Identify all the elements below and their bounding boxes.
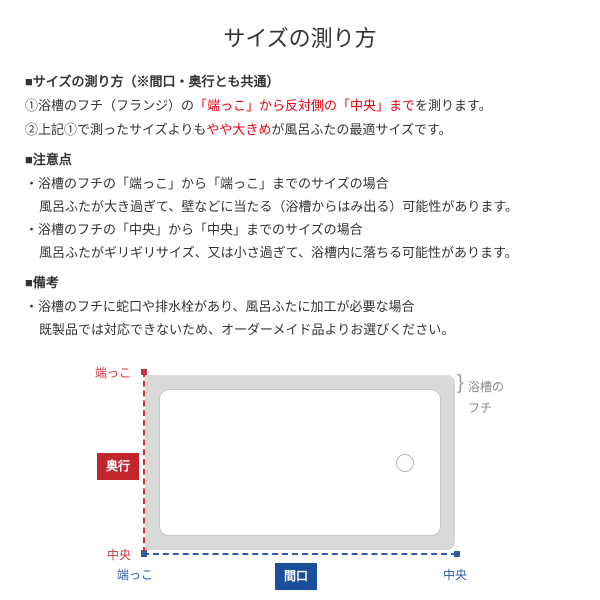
s1l1b: 「端っこ」から反対側の「中央」まで (194, 98, 415, 113)
s2l4: 風呂ふたがギリギリサイズ、又は小さ過ぎて、浴槽内に落ちる可能性があります。 (25, 242, 575, 264)
s3l1: ・浴槽のフチに蛇口や排水栓があり、風呂ふたに加工が必要な場合 (25, 296, 575, 318)
section2-header: ■注意点 (25, 149, 575, 171)
s1l1c: を測ります。 (415, 98, 492, 113)
drain-icon (396, 454, 414, 472)
width-dash-line (143, 553, 457, 555)
depth-badge: 奥行 (97, 453, 139, 479)
tub-inner-rect (159, 389, 441, 536)
label-center-left: 中央 (107, 545, 131, 565)
brace-icon: } (457, 373, 464, 393)
s1l1a: ①浴槽のフチ（フランジ）の (25, 98, 194, 113)
s1l2a: ②上記①で測ったサイズよりも (25, 122, 206, 137)
section1-header: ■サイズの測り方（※間口・奥行とも共通） (25, 71, 575, 93)
s3l2: 既製品では対応できないため、オーダーメイド品よりお選びください。 (25, 319, 575, 341)
dot-top-left (141, 369, 147, 375)
section3-header: ■備考 (25, 272, 575, 294)
s1l2b: やや大きめ (206, 122, 271, 137)
label-edge-top: 端っこ (95, 363, 131, 383)
bathtub-diagram: 端っこ 中央 端っこ 中央 } 浴槽のフチ 奥行 間口 (85, 363, 515, 593)
diagram-container: 端っこ 中央 端っこ 中央 } 浴槽のフチ 奥行 間口 (25, 363, 575, 593)
label-center-right: 中央 (443, 565, 467, 585)
section1-line1: ①浴槽のフチ（フランジ）の「端っこ」から反対側の「中央」までを測ります。 (25, 95, 575, 117)
s2l1: ・浴槽のフチの「端っこ」から「端っこ」までのサイズの場合 (25, 173, 575, 195)
s1l2c: が風呂ふたの最適サイズです。 (271, 122, 451, 137)
label-edge-bottom: 端っこ (117, 565, 153, 585)
dot-bottom-left-blue (141, 551, 147, 557)
s2l3: ・浴槽のフチの「中央」から「中央」までのサイズの場合 (25, 219, 575, 241)
width-badge: 間口 (275, 563, 317, 589)
s2l2: 風呂ふたが大き過ぎて、壁などに当たる（浴槽からはみ出る）可能性があります。 (25, 196, 575, 218)
dot-bottom-right (454, 551, 460, 557)
page-title: サイズの測り方 (25, 20, 575, 57)
section1-line2: ②上記①で測ったサイズよりもやや大きめが風呂ふたの最適サイズです。 (25, 119, 575, 141)
depth-dash-line (143, 371, 145, 553)
label-rim: 浴槽のフチ (468, 377, 515, 418)
